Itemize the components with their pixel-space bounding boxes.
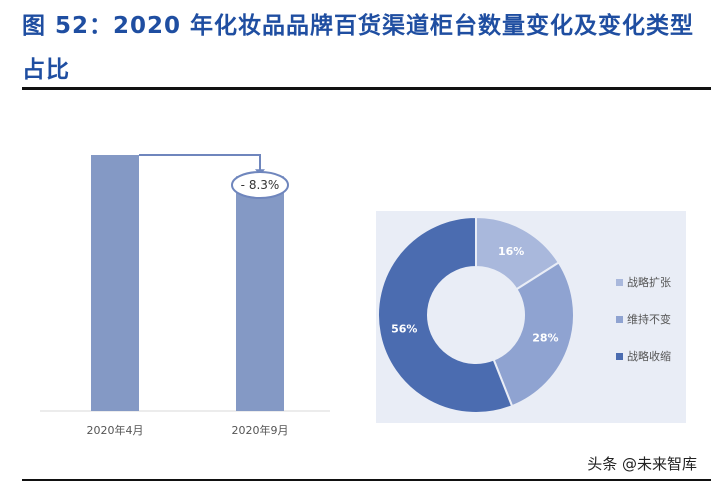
change-connector: - 8.3% [139, 154, 289, 199]
figure-title: 图 52：2020 年化妆品品牌百货渠道柜台数量变化及变化类型占比 [22, 13, 695, 83]
watermark: 头条 @未来智库 [587, 455, 697, 473]
donut-slices [377, 215, 575, 414]
legend-swatch [616, 353, 623, 360]
change-label: - 8.3% [241, 178, 280, 192]
donut-value-labels: 16% 28% 56% [391, 245, 558, 345]
top-rule [22, 87, 711, 90]
slice-value-label: 56% [391, 323, 417, 336]
bottom-rule [22, 479, 711, 481]
donut-slice-1 [492, 261, 575, 408]
bar-ticks: 2020年4月 2020年9月 [87, 423, 289, 437]
slice-value-label: 16% [498, 245, 524, 258]
connector-line [139, 154, 261, 171]
bar-group [91, 155, 284, 411]
legend-label: 战略收缩 [627, 349, 671, 363]
x-tick-label: 2020年9月 [232, 423, 289, 437]
change-label-bubble [231, 171, 289, 199]
legend-swatch [616, 279, 623, 286]
legend-label: 战略扩张 [627, 275, 671, 289]
legend-label: 维持不变 [627, 312, 671, 326]
x-tick-label: 2020年4月 [87, 423, 144, 437]
bar-1 [236, 176, 284, 411]
slice-value-label: 28% [532, 332, 558, 345]
bar-chart: 2020年4月 2020年9月 - 8.3% [40, 154, 330, 437]
donut-slice-2 [377, 215, 514, 414]
legend-swatch [616, 316, 623, 323]
bar-0 [91, 155, 139, 411]
